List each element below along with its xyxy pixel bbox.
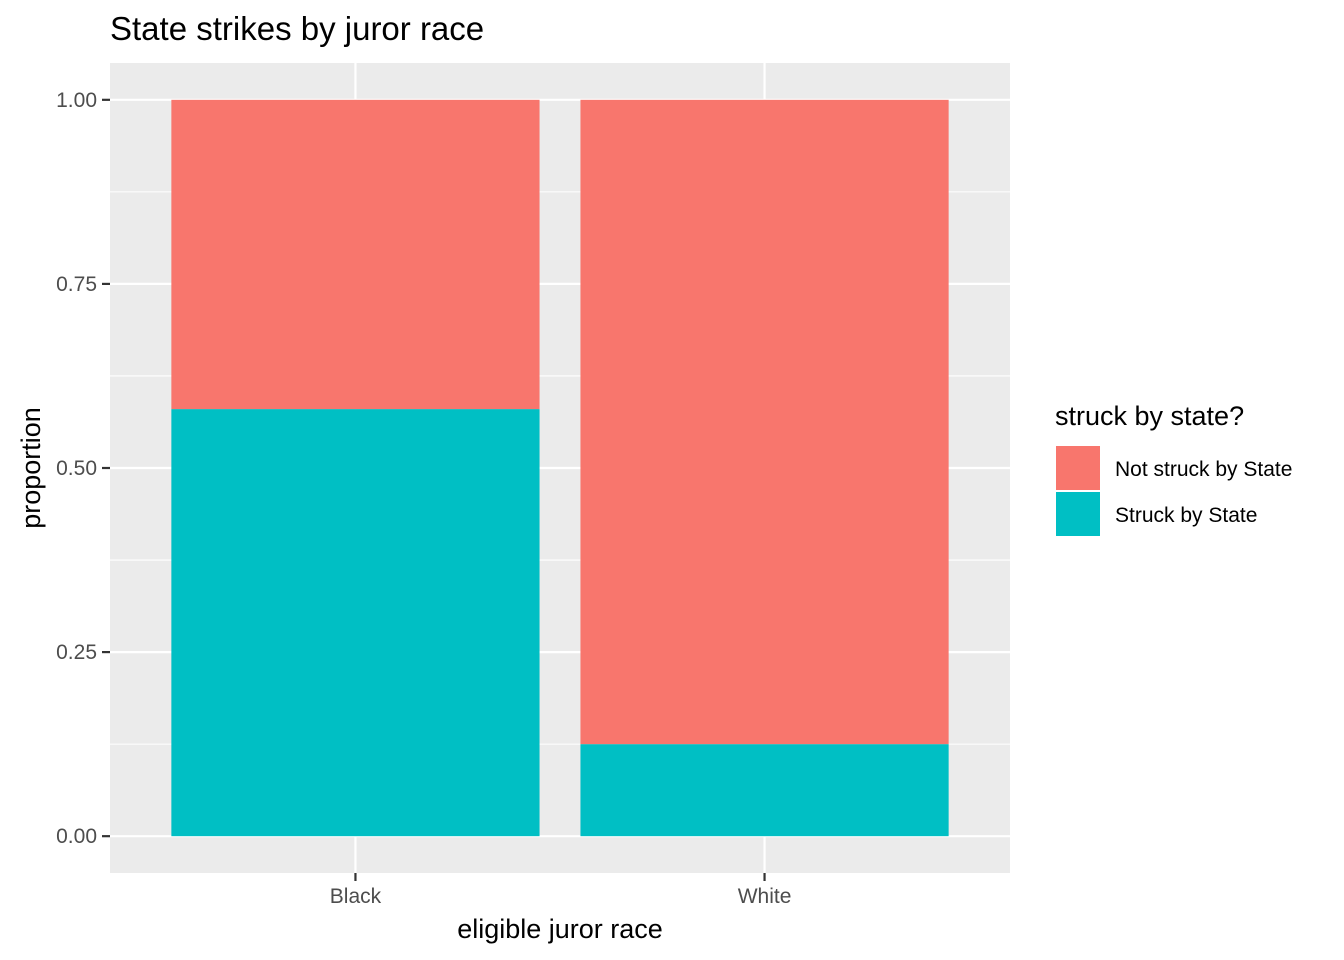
bar-white-struck-by-state: [580, 744, 949, 837]
legend-key: [1054, 444, 1102, 492]
y-tick-label: 1.00: [56, 89, 97, 112]
legend-label: Struck by State: [1115, 504, 1257, 527]
y-axis: 0.00 0.25 0.50 0.75 1.00: [56, 89, 110, 848]
legend: struck by state? Not struck by State Stru…: [1054, 401, 1292, 538]
y-tick-label: 0.50: [56, 457, 97, 480]
y-tick-label: 0.75: [56, 273, 97, 296]
x-tick-label: White: [738, 885, 792, 908]
chart-title: State strikes by juror race: [110, 10, 484, 47]
bar-white-not-struck-by-state: [580, 99, 949, 745]
y-tick-label: 0.25: [56, 641, 97, 664]
bars: [171, 99, 949, 837]
bar-black-not-struck-by-state: [171, 99, 540, 410]
legend-title: struck by state?: [1055, 401, 1244, 431]
y-tick-label: 0.00: [56, 825, 97, 848]
legend-key: [1054, 490, 1102, 538]
x-axis: Black White: [330, 873, 792, 908]
legend-label: Not struck by State: [1115, 458, 1292, 481]
y-axis-title: proportion: [16, 407, 46, 529]
x-tick-label: Black: [330, 885, 382, 908]
x-axis-title: eligible juror race: [457, 914, 663, 944]
bar-black-struck-by-state: [171, 409, 540, 837]
